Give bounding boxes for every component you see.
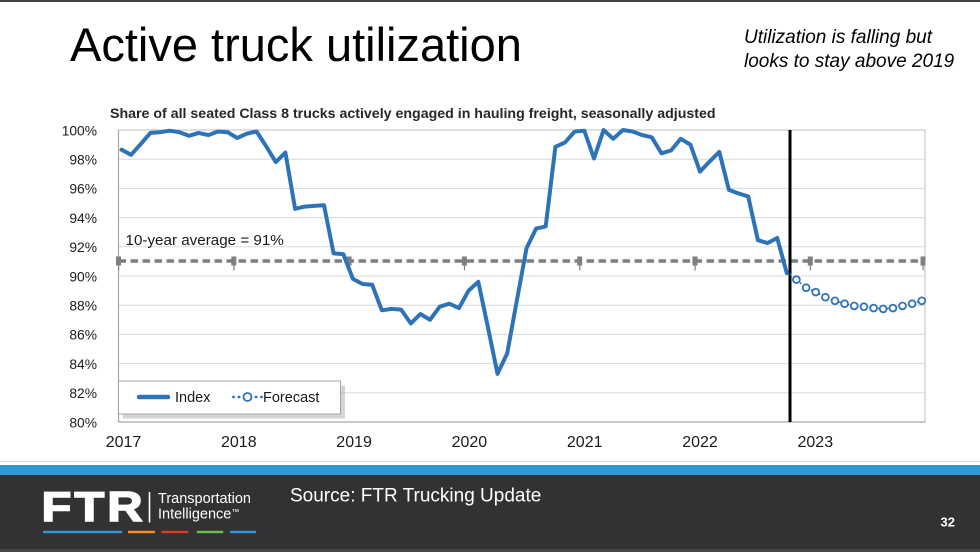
svg-text:100%: 100%: [62, 123, 97, 138]
svg-text:86%: 86%: [69, 328, 97, 343]
svg-text:2018: 2018: [221, 434, 257, 451]
svg-text:2017: 2017: [106, 434, 142, 451]
svg-text:80%: 80%: [69, 415, 97, 430]
svg-text:Index: Index: [175, 390, 211, 406]
svg-text:98%: 98%: [69, 153, 97, 168]
svg-text:96%: 96%: [69, 182, 97, 197]
svg-text:Intelligence™: Intelligence™: [158, 507, 239, 523]
svg-text:88%: 88%: [69, 299, 97, 314]
svg-text:2023: 2023: [798, 434, 834, 451]
svg-text:2020: 2020: [452, 434, 488, 451]
svg-text:2021: 2021: [567, 434, 603, 451]
svg-text:82%: 82%: [69, 386, 97, 401]
svg-text:2019: 2019: [336, 434, 372, 451]
svg-text:90%: 90%: [69, 269, 97, 284]
svg-text:Forecast: Forecast: [263, 390, 319, 406]
svg-text:94%: 94%: [69, 211, 97, 226]
svg-text:10-year average = 91%: 10-year average = 91%: [126, 232, 284, 249]
svg-text:92%: 92%: [69, 240, 97, 255]
svg-text:84%: 84%: [69, 357, 97, 372]
svg-text:2022: 2022: [682, 434, 718, 451]
svg-text:Source: FTR Trucking Update: Source: FTR Trucking Update: [290, 486, 541, 507]
svg-text:FTR: FTR: [42, 484, 146, 531]
svg-text:Transportation: Transportation: [158, 491, 251, 507]
svg-text:32: 32: [941, 515, 955, 530]
